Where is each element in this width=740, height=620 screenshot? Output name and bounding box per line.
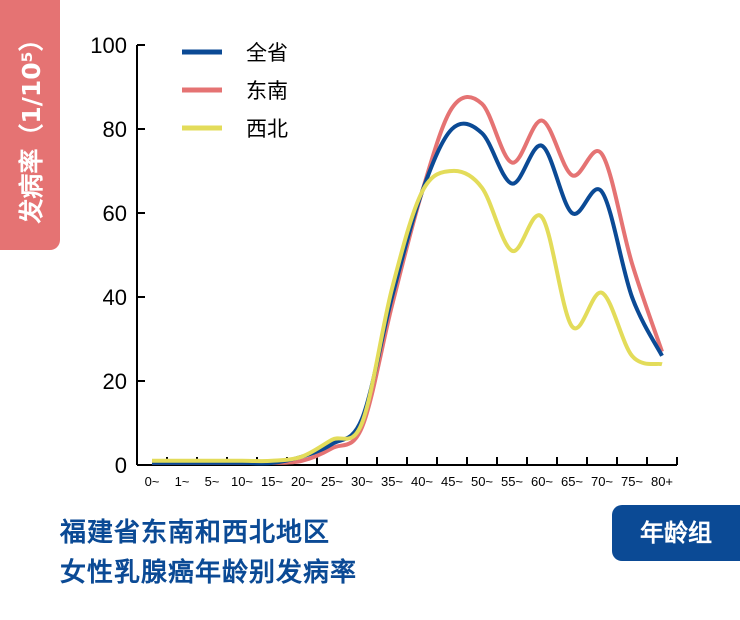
x-tick-label: 75~ — [621, 474, 643, 489]
x-tick-label: 1~ — [175, 474, 190, 489]
series-line-2 — [152, 168, 663, 464]
series-line-1 — [151, 94, 664, 466]
x-tick-label: 80+ — [651, 474, 673, 489]
x-tick-label: 40~ — [411, 474, 433, 489]
x-tick-label: 20~ — [291, 474, 313, 489]
x-tick-label: 10~ — [231, 474, 253, 489]
legend-label: 西北 — [246, 117, 288, 141]
y-tick-label: 40 — [103, 285, 127, 310]
x-tick-label: 25~ — [321, 474, 343, 489]
x-tick-label: 70~ — [591, 474, 613, 489]
y-tick-label: 60 — [103, 201, 127, 226]
x-tick-label: 30~ — [351, 474, 373, 489]
chart-title-line1: 福建省东南和西北地区 — [60, 518, 331, 548]
x-axis-label: 年龄组 — [612, 505, 740, 561]
x-tick-label: 65~ — [561, 474, 583, 489]
series-line-0 — [151, 121, 664, 466]
legend-label: 全省 — [246, 41, 288, 65]
x-tick-label: 60~ — [531, 474, 553, 489]
y-axis-label-box: 发病率（1/10⁵） — [0, 0, 60, 250]
chart-title-line2: 女性乳腺癌年龄别发病率 — [60, 558, 358, 588]
x-tick-label: 55~ — [501, 474, 523, 489]
x-tick-label: 5~ — [205, 474, 220, 489]
x-tick-label: 50~ — [471, 474, 493, 489]
legend-label: 东南 — [246, 79, 288, 103]
y-tick-label: 100 — [90, 33, 127, 58]
y-tick-label: 0 — [115, 453, 127, 478]
y-tick-label: 80 — [103, 117, 127, 142]
x-tick-label: 15~ — [261, 474, 283, 489]
x-tick-label: 35~ — [381, 474, 403, 489]
x-tick-label: 45~ — [441, 474, 463, 489]
x-tick-label: 0~ — [145, 474, 160, 489]
y-tick-label: 20 — [103, 369, 127, 394]
